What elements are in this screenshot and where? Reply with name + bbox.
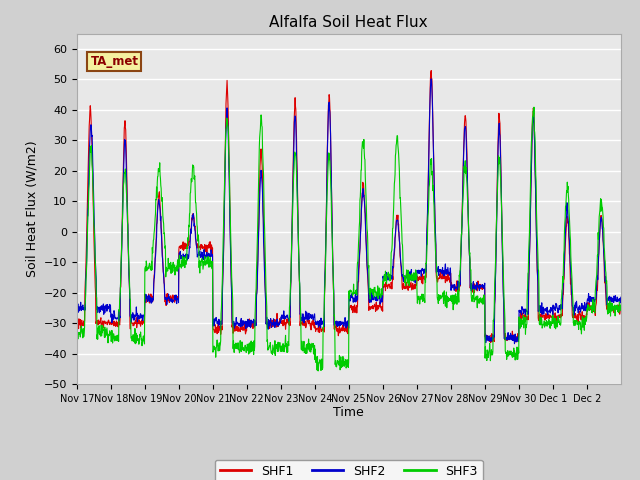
Legend: SHF1, SHF2, SHF3: SHF1, SHF2, SHF3 — [214, 460, 483, 480]
Line: SHF1: SHF1 — [77, 71, 621, 343]
SHF2 — [557, 304, 565, 310]
Y-axis label: Soil Heat Flux (W/m2): Soil Heat Flux (W/m2) — [25, 141, 38, 277]
Line: SHF2: SHF2 — [77, 79, 621, 344]
SHF3 — [324, 157, 332, 163]
SHF1 — [557, 313, 565, 319]
SHF1 — [335, 333, 342, 338]
SHF2 — [158, 244, 166, 250]
SHF3 — [617, 303, 625, 309]
SHF3 — [557, 297, 565, 302]
SHF1 — [477, 284, 485, 290]
SHF2 — [611, 296, 618, 302]
SHF2 — [428, 76, 435, 82]
SHF3 — [335, 359, 342, 365]
SHF2 — [617, 294, 625, 300]
SHF2 — [335, 320, 342, 326]
SHF2 — [73, 306, 81, 312]
SHF1 — [487, 340, 495, 346]
Title: Alfalfa Soil Heat Flux: Alfalfa Soil Heat Flux — [269, 15, 428, 30]
Text: TA_met: TA_met — [90, 55, 138, 68]
SHF3 — [611, 309, 618, 314]
SHF3 — [314, 368, 322, 374]
SHF1 — [158, 238, 166, 244]
SHF1 — [428, 68, 435, 73]
SHF1 — [617, 305, 625, 311]
SHF2 — [324, 120, 332, 126]
SHF2 — [511, 341, 518, 347]
Line: SHF3: SHF3 — [77, 107, 621, 371]
SHF3 — [477, 297, 485, 303]
SHF3 — [158, 198, 166, 204]
SHF2 — [477, 283, 485, 288]
SHF3 — [73, 323, 81, 328]
SHF3 — [530, 104, 538, 110]
X-axis label: Time: Time — [333, 407, 364, 420]
SHF1 — [73, 316, 81, 322]
SHF1 — [324, 117, 332, 122]
SHF1 — [611, 306, 618, 312]
